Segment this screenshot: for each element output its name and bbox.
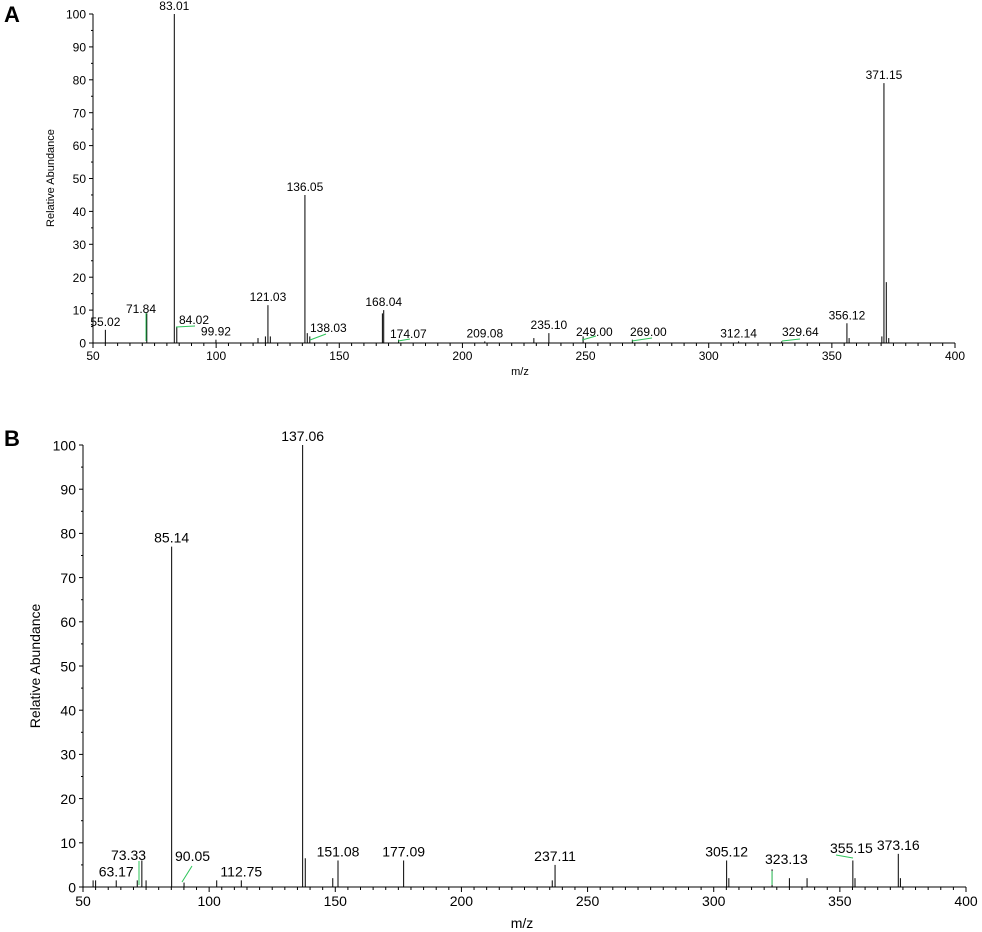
panel-b-label: B: [4, 426, 20, 451]
y-tick-label: 30: [73, 238, 87, 252]
peak-label: 137.06: [281, 428, 324, 444]
x-tick-label: 250: [576, 893, 600, 909]
peak-label: 71.84: [126, 302, 156, 316]
x-tick-label: 50: [75, 893, 91, 909]
panel-a-x-axis-title: m/z: [511, 366, 529, 378]
peak-label: 99.92: [201, 325, 231, 339]
peak-label: 174.07: [390, 327, 427, 341]
peak-leader-line: [781, 338, 801, 342]
peak-label: 235.10: [531, 318, 568, 332]
y-tick-label: 10: [73, 304, 87, 318]
peak-leader-line: [835, 854, 854, 859]
x-tick-label: 200: [452, 349, 472, 363]
peak-label: 112.75: [220, 863, 262, 879]
x-tick-label: 250: [576, 349, 596, 363]
y-tick-label: 20: [60, 791, 76, 807]
y-tick-label: 70: [60, 570, 76, 586]
peak-label: 136.05: [287, 180, 324, 194]
peak-leader-line: [175, 325, 196, 328]
y-tick-label: 50: [60, 658, 76, 674]
y-tick-label: 0: [79, 337, 86, 351]
peak-label: 373.16: [877, 837, 920, 853]
x-tick-label: 150: [329, 349, 349, 363]
peak-label: 55.02: [90, 315, 120, 329]
x-tick-label: 400: [945, 349, 965, 363]
panel-a-y-axis-title: Relative Abundance: [45, 129, 57, 227]
x-tick-label: 200: [450, 893, 474, 909]
y-tick-label: 40: [73, 205, 87, 219]
y-tick-label: 10: [60, 835, 76, 851]
peak-leader-line: [631, 337, 653, 342]
y-tick-label: 60: [60, 614, 76, 630]
peak-leader-line: [181, 865, 193, 883]
x-tick-label: 300: [702, 893, 726, 909]
peak-label: 209.08: [466, 326, 503, 340]
y-tick-label: 0: [68, 879, 76, 895]
panel-a-label: A: [4, 2, 20, 27]
peak-label: 329.64: [782, 325, 819, 339]
panel-b-y-axis-title: Relative Abundance: [27, 604, 43, 729]
peak-leader-line: [581, 335, 597, 341]
y-tick-label: 100: [66, 8, 86, 22]
x-tick-label: 100: [206, 349, 226, 363]
peak-label: 269.00: [630, 325, 667, 339]
peak-label: 138.03: [310, 321, 347, 335]
y-tick-label: 30: [60, 747, 76, 763]
y-tick-label: 40: [60, 703, 76, 719]
peak-label: 249.00: [576, 325, 613, 339]
peak-label: 85.14: [154, 530, 189, 546]
peak-label: 73.33: [111, 847, 146, 863]
x-tick-label: 350: [828, 893, 852, 909]
panel-b: B 0 10 20 30 40 50 60 70 80 90 100 50 100 150 200 250 30…: [4, 426, 978, 931]
y-tick-label: 50: [73, 172, 87, 186]
peak-label: 121.03: [250, 290, 287, 304]
y-tick-label: 70: [73, 106, 87, 120]
peak-label: 371.15: [866, 68, 903, 82]
peak-label: 84.02: [179, 313, 209, 327]
peak-label: 90.05: [175, 848, 210, 864]
panel-a: A 0 10 20 30 40 50 60 70 80 90 100 50 100 150 200 250 30…: [4, 0, 965, 378]
panel-b-x-axis-title: m/z: [511, 915, 534, 931]
x-tick-label: 400: [954, 893, 978, 909]
peak-label: 355.15: [830, 840, 873, 856]
y-tick-label: 60: [73, 139, 87, 153]
peak-label: 305.12: [705, 843, 748, 859]
peak-label: 63.17: [99, 863, 134, 879]
y-tick-label: 80: [60, 526, 76, 542]
peak-leader-line: [309, 333, 327, 341]
peak-label: 237.11: [534, 848, 576, 864]
peak-label: 177.09: [382, 843, 425, 859]
x-tick-label: 350: [822, 349, 842, 363]
peak-label: 151.08: [317, 843, 360, 859]
peak-label: 312.14: [720, 326, 757, 340]
x-tick-label: 300: [699, 349, 719, 363]
peak-label: 83.01: [159, 0, 189, 13]
y-tick-label: 90: [60, 482, 76, 498]
peak-label: 356.12: [829, 308, 866, 322]
peak-label: 168.04: [365, 295, 402, 309]
x-tick-label: 50: [86, 349, 100, 363]
peak-label: 323.13: [765, 851, 808, 867]
y-tick-label: 20: [73, 271, 87, 285]
x-tick-label: 150: [324, 893, 348, 909]
y-tick-label: 90: [73, 40, 87, 54]
y-tick-label: 80: [73, 73, 87, 87]
peak-leader-line: [397, 338, 411, 342]
x-tick-label: 100: [197, 893, 221, 909]
y-tick-label: 100: [53, 437, 77, 453]
